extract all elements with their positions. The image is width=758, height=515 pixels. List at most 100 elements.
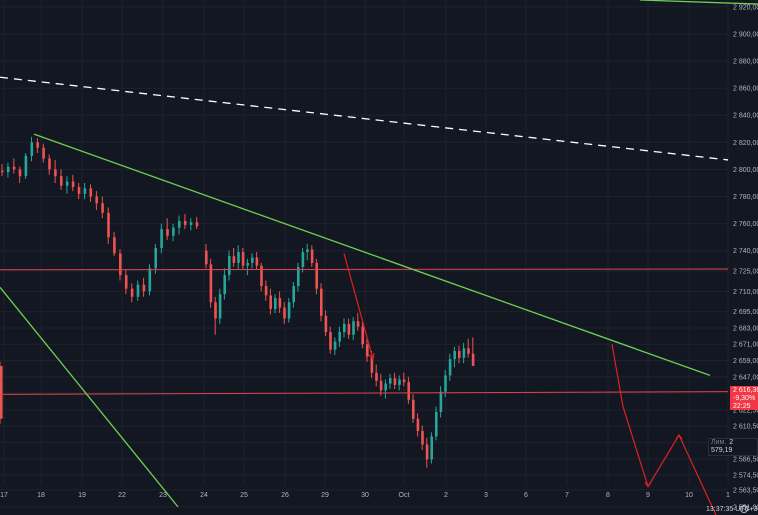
- candle-body: [389, 378, 392, 384]
- forecast-arrowhead: [675, 434, 683, 440]
- candle-body: [54, 169, 57, 177]
- candle-body: [160, 229, 163, 249]
- candle-body: [130, 288, 134, 297]
- forecast-arrow-1: [343, 253, 374, 360]
- candle-body: [228, 256, 231, 276]
- forecast-zigzag-forecast: [611, 344, 717, 515]
- candle-body: [366, 344, 369, 357]
- last-price-value: 2 616,38: [733, 387, 758, 394]
- candle-body: [421, 430, 424, 445]
- candle-body: [370, 356, 374, 373]
- candle-body: [83, 188, 87, 194]
- y-tick-label: 2 683,00: [733, 325, 758, 332]
- x-tick-label: Oct: [399, 492, 410, 499]
- candle-body: [218, 294, 222, 319]
- candle-body: [471, 353, 475, 366]
- candle-body: [24, 155, 28, 177]
- candle-body: [333, 341, 337, 350]
- limit-tag: Лим.: [711, 439, 727, 446]
- x-tick-label: 29: [321, 492, 329, 499]
- y-tick-label: 2 820,00: [733, 140, 758, 147]
- candle-body: [379, 380, 383, 391]
- candle-body: [467, 348, 470, 354]
- y-tick-label: 2 725,00: [733, 269, 758, 276]
- candle-body: [361, 326, 364, 345]
- candle-body: [36, 142, 39, 148]
- candle-body: [306, 249, 309, 253]
- candle-body: [402, 379, 406, 383]
- candle-body: [166, 229, 169, 236]
- y-tick-label: 2 900,00: [733, 31, 758, 38]
- candle-body: [315, 262, 318, 289]
- x-tick-label: 6: [524, 492, 528, 499]
- y-tick-label: 2 710,00: [733, 289, 758, 296]
- trendline-white-dashed: [0, 76, 729, 161]
- last-price-badge: 2 616,38 -9,30% 22:25: [730, 386, 758, 410]
- y-tick-label: 2 647,00: [733, 374, 758, 381]
- y-tick-label: 2 574,50: [733, 473, 758, 480]
- x-tick-label: 23: [159, 492, 167, 499]
- candle-body: [329, 332, 332, 350]
- candle-body: [448, 359, 452, 376]
- candle-body: [42, 147, 45, 159]
- candle-body: [407, 382, 410, 400]
- candle-body: [0, 365, 3, 419]
- candle-body: [189, 222, 193, 225]
- candle-body: [320, 288, 323, 316]
- y-tick-label: 2 740,00: [733, 248, 758, 255]
- candle-body: [292, 285, 295, 303]
- candle-body: [223, 275, 226, 295]
- x-tick-label: 1: [726, 492, 730, 499]
- x-tick-label: 2: [444, 492, 448, 499]
- level-line-red-upper: [0, 268, 729, 271]
- candle-body: [237, 252, 240, 263]
- x-tick-label: 18: [37, 492, 45, 499]
- candle-body: [142, 284, 146, 292]
- candle-body: [458, 351, 461, 358]
- x-tick-label: 25: [240, 492, 248, 499]
- candle-body: [435, 412, 438, 437]
- y-tick-label: 2 671,00: [733, 342, 758, 349]
- candle-body: [154, 248, 157, 269]
- candle-body: [65, 181, 69, 186]
- candle-body: [246, 262, 249, 266]
- last-price-countdown: 22:25: [733, 403, 751, 410]
- limit-price-value: 2 579,19: [711, 439, 734, 454]
- candle-body: [148, 268, 152, 292]
- candle-body: [232, 256, 236, 263]
- candle-body: [60, 176, 63, 186]
- y-tick-label: 2 860,00: [733, 86, 758, 93]
- candle-body: [352, 321, 355, 335]
- trendline-green-descending: [33, 133, 711, 377]
- candle-body: [172, 227, 175, 236]
- candle-body: [278, 298, 282, 308]
- grid: [0, 0, 729, 508]
- x-tick-label: 9: [646, 492, 650, 499]
- y-tick-label: 2 840,00: [733, 113, 758, 120]
- candle-body: [356, 321, 360, 327]
- candle-body: [453, 351, 456, 360]
- trendline-green-top: [639, 0, 758, 5]
- candle-body: [95, 196, 98, 204]
- candle-body: [439, 391, 443, 412]
- candle-body: [30, 142, 34, 156]
- candle-body: [214, 302, 217, 319]
- candle-body: [48, 158, 51, 170]
- candle-body: [77, 187, 81, 194]
- settings-icon[interactable]: [740, 505, 748, 513]
- y-tick-label: 2 563,50: [733, 487, 758, 494]
- x-tick-label: 17: [0, 492, 8, 499]
- candle-body: [301, 252, 305, 267]
- candle-body: [205, 250, 208, 265]
- clock-readout: 13:37:35 UTC+3: [706, 506, 758, 513]
- candle-body: [183, 220, 187, 225]
- candle-body: [338, 332, 341, 342]
- x-tick-label: 19: [78, 492, 86, 499]
- candle-body: [297, 266, 300, 286]
- limit-price-badge[interactable]: Лим. 2 579,19: [708, 438, 758, 456]
- x-tick-label: 3: [484, 492, 488, 499]
- x-tick-label: 10: [685, 492, 693, 499]
- candle-body: [241, 252, 245, 266]
